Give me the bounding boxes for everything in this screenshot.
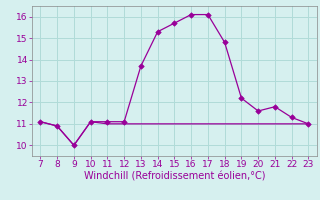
- X-axis label: Windchill (Refroidissement éolien,°C): Windchill (Refroidissement éolien,°C): [84, 172, 265, 182]
